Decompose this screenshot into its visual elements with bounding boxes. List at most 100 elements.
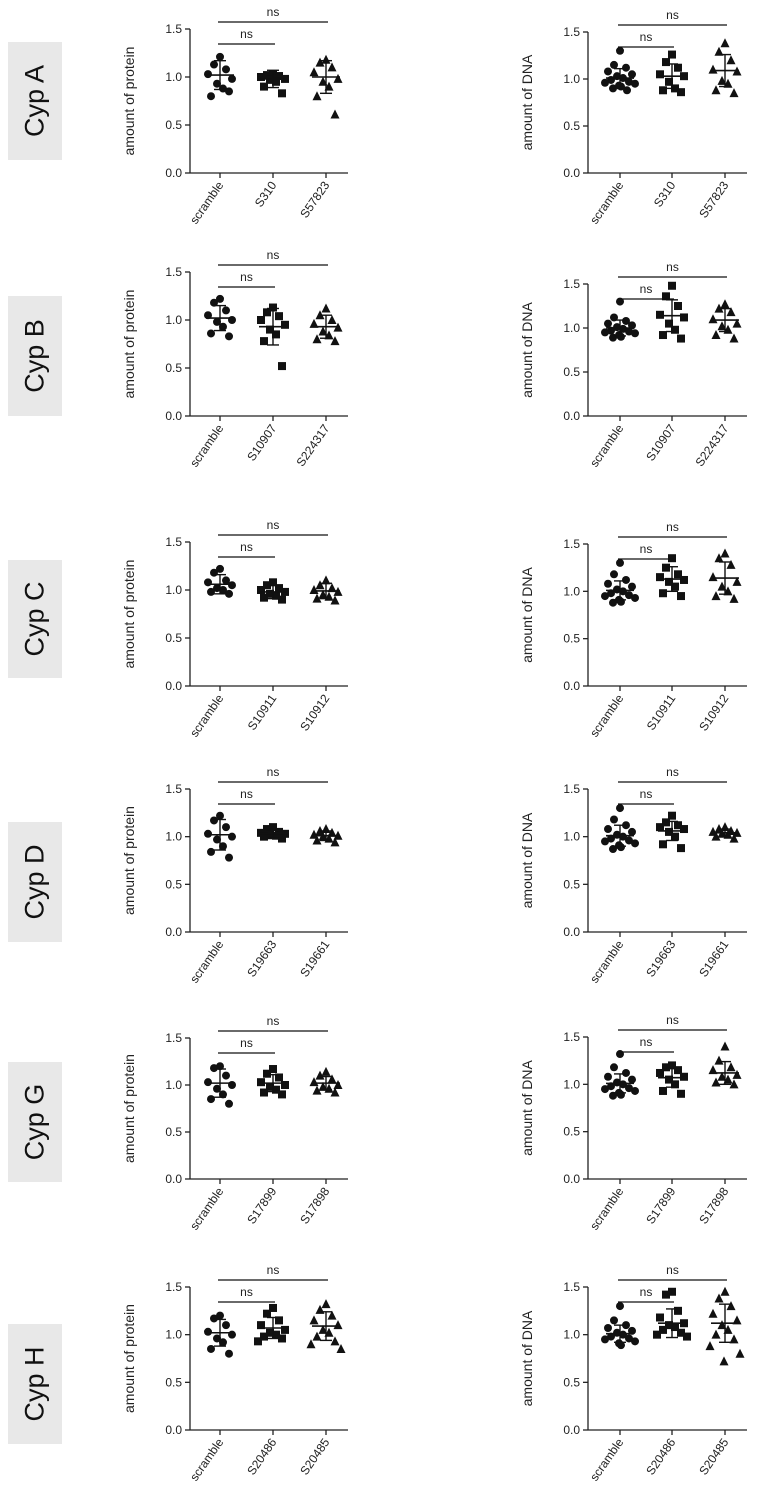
data-point [609, 1091, 617, 1100]
data-point [210, 1314, 218, 1323]
data-point [720, 1286, 730, 1296]
data-point [228, 832, 236, 841]
data-point [662, 292, 670, 301]
data-point [729, 333, 739, 343]
row-label-cyp-h: Cyp H [8, 1324, 62, 1444]
data-point [257, 316, 265, 324]
data-point [613, 1328, 621, 1337]
data-point [327, 1074, 337, 1084]
data-point [272, 330, 280, 339]
chart-cyp-a-protein: 0.0 0.5 1.0 1.5 amount of protein scramble S31… [121, 5, 348, 227]
data-point [312, 835, 322, 845]
y-tick-label: 0.5 [165, 1375, 182, 1389]
data-point [225, 1099, 233, 1108]
data-point [613, 323, 621, 332]
data-point [275, 1316, 283, 1325]
data-point [330, 336, 340, 346]
data-point [668, 811, 676, 820]
data-point [671, 1080, 679, 1089]
data-point [613, 585, 621, 594]
data-point [610, 815, 618, 824]
data-point [665, 1075, 673, 1084]
data-point [601, 328, 609, 337]
data-point [723, 586, 733, 596]
data-point [269, 1065, 277, 1074]
x-tick-label: S224317 [692, 421, 731, 469]
data-point [219, 1090, 227, 1099]
data-point [601, 1335, 609, 1344]
chart-cyp-g-dna: 0.0 0.5 1.0 1.5 amount of DNA scramble S17899 S… [519, 1013, 747, 1233]
data-point [619, 1330, 627, 1339]
data-point [324, 81, 334, 91]
data-point [330, 595, 340, 605]
data-point [219, 1338, 227, 1347]
data-point [671, 325, 679, 334]
y-tick-label: 0.0 [165, 1172, 182, 1186]
data-point [625, 591, 633, 600]
data-point [213, 1334, 221, 1343]
data-point [263, 308, 271, 317]
significance-label: ns [640, 1285, 653, 1299]
data-point [726, 1062, 736, 1072]
data-point [625, 836, 633, 845]
significance-label: ns [267, 5, 280, 19]
data-point [625, 327, 633, 336]
data-point [318, 1324, 328, 1334]
data-point [717, 581, 727, 591]
y-tick-label: 0.0 [563, 409, 580, 423]
data-point [732, 318, 742, 328]
data-point [735, 1348, 745, 1358]
data-point [631, 593, 639, 602]
data-point [607, 1332, 615, 1341]
significance-label: ns [666, 260, 679, 274]
data-point [327, 827, 337, 837]
data-point [216, 294, 224, 303]
row-label-cyp-g: Cyp G [8, 1062, 62, 1182]
x-tick-label: scramble [587, 937, 627, 985]
data-point [665, 319, 673, 328]
row-label-text: Cyp B [19, 319, 50, 393]
chart-cyp-c-dna: 0.0 0.5 1.0 1.5 amount of DNA scramble S10911 S… [519, 520, 747, 740]
data-point [625, 77, 633, 86]
data-point [260, 337, 268, 346]
data-point [272, 831, 280, 840]
significance-label: ns [267, 518, 280, 532]
data-point [671, 582, 679, 591]
y-axis-label: amount of protein [121, 806, 137, 915]
data-point [278, 89, 286, 98]
data-point [720, 1041, 730, 1051]
data-point [665, 1321, 673, 1330]
y-tick-label: 1.5 [563, 1280, 580, 1294]
y-tick-label: 1.5 [165, 265, 182, 279]
data-point [711, 1329, 721, 1339]
significance-label: ns [666, 765, 679, 779]
data-point [674, 1066, 682, 1075]
significance-label: ns [666, 8, 679, 22]
data-point [609, 598, 617, 607]
data-point [662, 1063, 670, 1072]
data-point [204, 1327, 212, 1336]
data-point [207, 92, 215, 101]
data-point [656, 1313, 664, 1322]
chart-cyp-h-protein: 0.0 0.5 1.0 1.5 amount of protein scramble S20… [121, 1263, 348, 1484]
x-tick-label: S19663 [643, 937, 678, 979]
data-point [604, 1323, 612, 1332]
data-point [318, 589, 328, 599]
data-point [610, 1316, 618, 1325]
data-point [726, 1301, 736, 1311]
significance-label: ns [240, 27, 253, 41]
data-point [677, 88, 685, 97]
data-point [257, 586, 265, 594]
x-tick-label: S17898 [297, 1184, 332, 1226]
data-point [228, 1081, 236, 1089]
data-point [324, 1327, 334, 1337]
data-point [628, 1075, 636, 1084]
data-point [604, 1072, 612, 1081]
data-point [318, 326, 328, 336]
data-point [327, 62, 337, 72]
x-tick-label: S10911 [245, 691, 280, 732]
chart-cyp-c-protein: 0.0 0.5 1.0 1.5 amount of protein scramble S10… [121, 518, 348, 740]
data-point [275, 1073, 283, 1082]
y-tick-label: 1.0 [165, 830, 182, 844]
data-point [263, 1069, 271, 1078]
